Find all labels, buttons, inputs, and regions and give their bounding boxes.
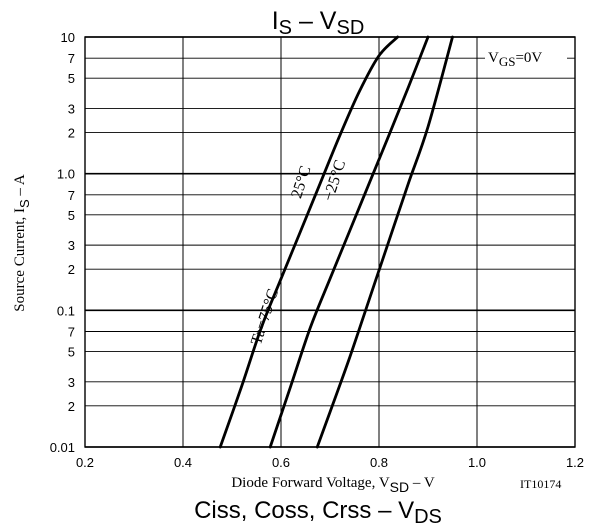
x-axis-label: Diode Forward Voltage, VSD – V [231, 475, 435, 495]
series-line-2 [315, 35, 454, 449]
tick-labels: 0.2 0.4 0.6 0.8 1.0 1.2 10 7 5 3 2 1.0 7 5 3 2 0.1 7 5 3 2 0.… [50, 30, 584, 470]
y-tick-label: 2 [68, 126, 75, 141]
condition-label-bg [485, 43, 567, 69]
y-tick-label: 10 [61, 30, 75, 45]
curves [218, 35, 454, 449]
y-tick-label: 3 [68, 375, 75, 390]
y-axis-label-unit: – A [12, 174, 28, 199]
x-tick-label: 0.4 [174, 455, 192, 470]
y-tick-label: 1.0 [57, 167, 75, 182]
condition-rest: =0V [515, 50, 542, 66]
y-tick-label: 5 [68, 208, 75, 223]
y-tick-label: 2 [68, 262, 75, 277]
condition-main: V [488, 50, 499, 66]
plot-frame [84, 36, 576, 448]
x-tick-label: 0.6 [272, 455, 290, 470]
title-dash: – V [292, 7, 337, 35]
title-sub2: SD [336, 17, 364, 39]
curve-labels: Ta=75°C25°C −25°C [248, 158, 349, 347]
series-line-1 [268, 35, 430, 449]
x-axis-label-unit: – V [409, 475, 435, 491]
y-tick-label: 0.01 [50, 440, 75, 455]
x-tick-label: 0.2 [76, 455, 94, 470]
y-axis-label-main: Source Current, I [12, 208, 28, 312]
y-tick-label: 7 [68, 188, 75, 203]
grid [84, 36, 576, 448]
x-tick-label: 1.0 [468, 455, 486, 470]
x-axis-label-main: Diode Forward Voltage, V [231, 475, 389, 491]
series-label-0: Ta=75°C [248, 287, 282, 347]
figure-code: IT10174 [520, 477, 561, 491]
x-tick-label: 1.2 [566, 455, 584, 470]
y-tick-label: 7 [68, 325, 75, 340]
next-title-main: Ciss, Coss, Crss – V [194, 497, 414, 524]
x-tick-label: 0.8 [370, 455, 388, 470]
y-tick-label: 5 [68, 71, 75, 86]
y-tick-label: 7 [68, 51, 75, 66]
y-axis-label: Source Current, IS – A [12, 174, 32, 312]
x-axis-label-sub: SD [390, 479, 409, 495]
title-sub1: S [279, 17, 292, 39]
series-label-2: −25°C [320, 158, 349, 203]
y-tick-label: 3 [68, 238, 75, 253]
y-tick-label: 3 [68, 101, 75, 116]
condition-label: VGS=0V [488, 50, 542, 69]
series-line-0 [218, 35, 400, 449]
y-tick-label: 2 [68, 399, 75, 414]
next-figure-title: Ciss, Coss, Crss – VDS [194, 497, 442, 526]
y-tick-label: 0.1 [57, 303, 75, 318]
y-tick-label: 5 [68, 344, 75, 359]
next-title-sub: DS [414, 506, 442, 526]
y-axis-label-sub: S [17, 199, 32, 208]
title-main: I [272, 7, 279, 35]
chart-title: IS – VSD [272, 7, 365, 39]
condition-sub: GS [499, 54, 516, 69]
